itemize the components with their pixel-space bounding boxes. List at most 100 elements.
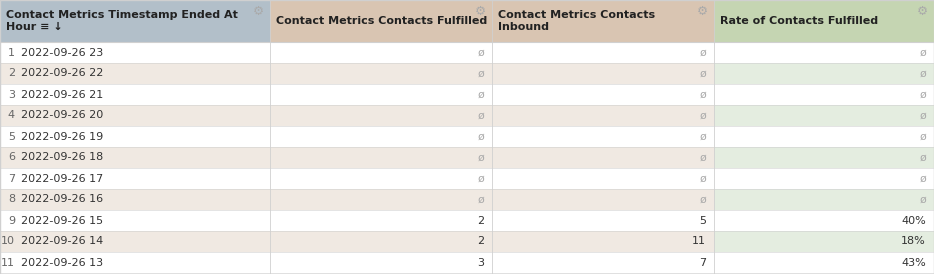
- Text: 18%: 18%: [901, 236, 926, 247]
- Text: ø: ø: [919, 68, 926, 78]
- Bar: [270, 63, 492, 84]
- Text: 2022-09-26 20: 2022-09-26 20: [21, 110, 104, 121]
- Bar: [270, 168, 492, 189]
- Bar: [270, 147, 492, 168]
- Bar: [270, 42, 492, 63]
- Text: ø: ø: [477, 153, 484, 162]
- Text: ø: ø: [477, 68, 484, 78]
- Text: 4: 4: [7, 110, 15, 121]
- Text: 7: 7: [7, 173, 15, 184]
- Text: 2022-09-26 17: 2022-09-26 17: [21, 173, 104, 184]
- Bar: [0, 168, 270, 189]
- Text: ø: ø: [919, 47, 926, 58]
- Text: ⚙: ⚙: [917, 5, 928, 18]
- Text: ø: ø: [477, 90, 484, 99]
- Bar: [492, 147, 714, 168]
- Text: ø: ø: [919, 110, 926, 121]
- Text: ø: ø: [700, 47, 706, 58]
- Text: 43%: 43%: [901, 258, 926, 267]
- Text: ø: ø: [700, 90, 706, 99]
- Text: ø: ø: [919, 173, 926, 184]
- Text: 2022-09-26 23: 2022-09-26 23: [21, 47, 104, 58]
- Text: ø: ø: [477, 47, 484, 58]
- Bar: [270, 231, 492, 252]
- Text: ø: ø: [477, 110, 484, 121]
- Text: 5: 5: [699, 215, 706, 226]
- Text: ⚙: ⚙: [474, 5, 486, 18]
- Bar: [492, 0, 714, 42]
- Text: ø: ø: [919, 153, 926, 162]
- Text: ø: ø: [919, 195, 926, 204]
- Text: ø: ø: [700, 195, 706, 204]
- Text: ø: ø: [919, 90, 926, 99]
- Bar: [714, 63, 934, 84]
- Bar: [492, 231, 714, 252]
- Text: 11: 11: [692, 236, 706, 247]
- Text: 5: 5: [8, 132, 15, 141]
- Text: 2: 2: [477, 215, 484, 226]
- Bar: [714, 126, 934, 147]
- Bar: [270, 252, 492, 273]
- Bar: [492, 84, 714, 105]
- Bar: [0, 147, 270, 168]
- Text: ø: ø: [700, 110, 706, 121]
- Bar: [714, 252, 934, 273]
- Text: 3: 3: [477, 258, 484, 267]
- Text: ø: ø: [919, 132, 926, 141]
- Bar: [0, 63, 270, 84]
- Text: 11: 11: [1, 258, 15, 267]
- Text: ⚙: ⚙: [253, 5, 264, 18]
- Text: 2022-09-26 22: 2022-09-26 22: [21, 68, 104, 78]
- Bar: [270, 210, 492, 231]
- Text: Contact Metrics Contacts
Inbound: Contact Metrics Contacts Inbound: [498, 10, 655, 32]
- Bar: [714, 84, 934, 105]
- Text: 2022-09-26 15: 2022-09-26 15: [21, 215, 103, 226]
- Bar: [714, 105, 934, 126]
- Bar: [492, 126, 714, 147]
- Text: ø: ø: [700, 153, 706, 162]
- Text: ø: ø: [477, 132, 484, 141]
- Bar: [714, 42, 934, 63]
- Text: 2022-09-26 16: 2022-09-26 16: [21, 195, 103, 204]
- Bar: [0, 189, 270, 210]
- Text: 2022-09-26 13: 2022-09-26 13: [21, 258, 103, 267]
- Bar: [0, 105, 270, 126]
- Text: ø: ø: [700, 68, 706, 78]
- Text: 2022-09-26 14: 2022-09-26 14: [21, 236, 104, 247]
- Text: 9: 9: [7, 215, 15, 226]
- Text: Rate of Contacts Fulfilled: Rate of Contacts Fulfilled: [720, 16, 878, 26]
- Bar: [714, 168, 934, 189]
- Text: 1: 1: [8, 47, 15, 58]
- Text: 2022-09-26 21: 2022-09-26 21: [21, 90, 104, 99]
- Bar: [714, 147, 934, 168]
- Text: ⚙: ⚙: [697, 5, 708, 18]
- Bar: [492, 210, 714, 231]
- Bar: [0, 252, 270, 273]
- Text: ø: ø: [477, 195, 484, 204]
- Text: 3: 3: [8, 90, 15, 99]
- Bar: [714, 210, 934, 231]
- Text: 8: 8: [7, 195, 15, 204]
- Bar: [270, 0, 492, 42]
- Bar: [714, 189, 934, 210]
- Bar: [0, 0, 270, 42]
- Bar: [0, 210, 270, 231]
- Bar: [492, 252, 714, 273]
- Bar: [492, 63, 714, 84]
- Bar: [270, 84, 492, 105]
- Bar: [492, 42, 714, 63]
- Bar: [492, 189, 714, 210]
- Bar: [270, 126, 492, 147]
- Text: 6: 6: [8, 153, 15, 162]
- Text: 40%: 40%: [901, 215, 926, 226]
- Text: Contact Metrics Timestamp Ended At
Hour ≡ ↓: Contact Metrics Timestamp Ended At Hour …: [6, 10, 238, 32]
- Bar: [492, 105, 714, 126]
- Bar: [492, 168, 714, 189]
- Text: 2022-09-26 19: 2022-09-26 19: [21, 132, 104, 141]
- Text: 2: 2: [7, 68, 15, 78]
- Text: 10: 10: [1, 236, 15, 247]
- Text: 7: 7: [699, 258, 706, 267]
- Bar: [0, 84, 270, 105]
- Bar: [0, 42, 270, 63]
- Text: ø: ø: [700, 173, 706, 184]
